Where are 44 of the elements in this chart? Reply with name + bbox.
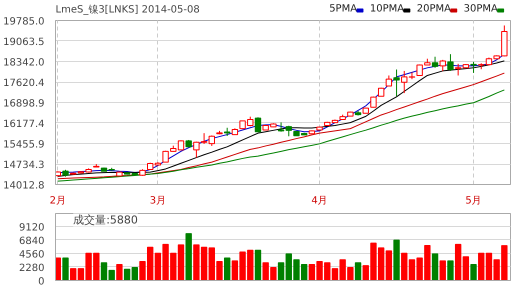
- y-tick-label: 4560: [19, 249, 45, 260]
- y-tick-label: 6840: [19, 236, 45, 247]
- line-series: [57, 89, 505, 182]
- y-tick-label: 15455.9: [3, 140, 45, 150]
- y-tick-label: 14012.8: [3, 180, 45, 192]
- y-tick-label: 16177.4: [3, 119, 45, 130]
- legend-label: 30PMA: [464, 4, 498, 14]
- candlestick: [386, 74, 392, 87]
- bar: [393, 240, 400, 280]
- bar: [440, 260, 446, 280]
- bar: [185, 233, 192, 280]
- y-tick-label: 18342.0: [3, 58, 45, 68]
- candlestick: [470, 61, 477, 74]
- legend-label: 5PMA: [329, 4, 358, 14]
- y-tick-label: 17620.4: [3, 78, 45, 89]
- x-tick-label: 4月: [311, 196, 328, 206]
- candlestick: [432, 56, 438, 68]
- bar: [432, 253, 438, 280]
- bar: [354, 262, 362, 280]
- bar: [447, 260, 454, 280]
- y-tick-label: 0: [38, 276, 45, 286]
- bar: [470, 264, 477, 280]
- legend-label: 20PMA: [416, 4, 452, 14]
- y-tick-label: 19063.5: [3, 37, 45, 48]
- x-tick-label: 2月: [50, 196, 66, 206]
- chart-title: 成交量:5880: [73, 214, 138, 226]
- y-tick-label: 9120: [19, 222, 45, 234]
- x-tick-label: 3月: [150, 196, 166, 206]
- y-tick-label: 14734.3: [3, 160, 45, 171]
- bar: [116, 264, 123, 280]
- bar: [62, 257, 69, 280]
- y-tick-label: 2280: [19, 262, 45, 274]
- y-tick-label: 19785.0: [3, 16, 45, 28]
- y-tick-label: 16898.9: [3, 98, 45, 110]
- bar: [254, 250, 262, 280]
- candlestick: [440, 59, 446, 72]
- candlestick: [393, 69, 400, 97]
- candlestick: [370, 96, 377, 108]
- candlestick: [447, 54, 454, 72]
- legend-label: 10PMA: [370, 4, 404, 14]
- candlestick: [254, 116, 262, 133]
- chart-title: LmeS_镍3[LNKS] 2014-05-08: [56, 4, 200, 16]
- x-tick-label: 5月: [465, 196, 482, 206]
- bar: [224, 257, 230, 280]
